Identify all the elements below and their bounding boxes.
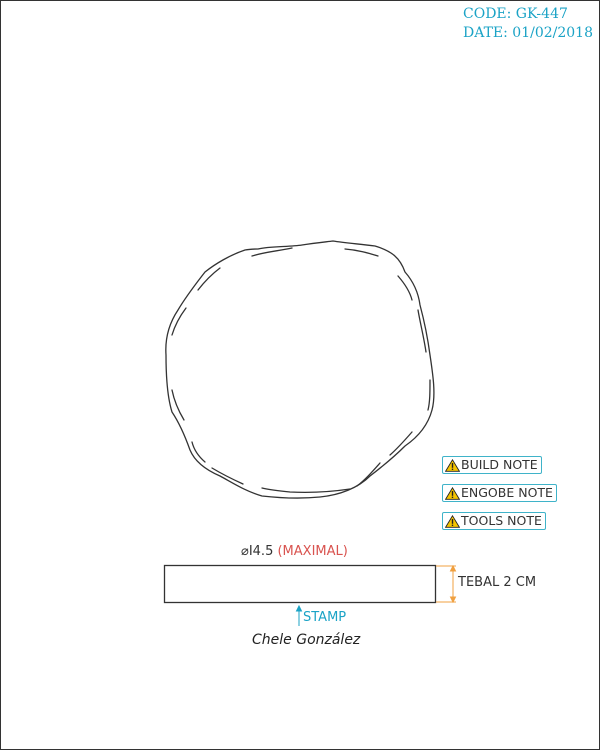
date-text: DATE: 01/02/2018 bbox=[463, 25, 593, 41]
plate-inner-edge-2 bbox=[344, 248, 379, 257]
diameter-dimension-label: ⌀I4.5 (MAXIMAL) bbox=[241, 544, 348, 559]
plate-inner-edge-6 bbox=[389, 431, 413, 456]
warning-icon bbox=[445, 514, 460, 528]
code-text: CODE: GK-447 bbox=[463, 6, 568, 22]
plate-inner-edge-7 bbox=[356, 462, 381, 487]
plate-inner-edge-10 bbox=[191, 441, 206, 463]
engobe-note-tag[interactable]: ENGOBE NOTE bbox=[442, 484, 557, 502]
engobe-note-label: ENGOBE NOTE bbox=[461, 485, 553, 500]
plate-inner-edge-12 bbox=[171, 307, 187, 336]
thickness-label: TEBAL 2 CM bbox=[458, 575, 537, 590]
stamp-leader bbox=[295, 604, 303, 626]
title-block: CODE: GK-447 DATE: 01/02/2018 bbox=[463, 5, 593, 43]
diameter-qualifier: (MAXIMAL) bbox=[277, 544, 348, 559]
thickness-arrow-bottom bbox=[449, 596, 457, 604]
designer-signature: Chele González bbox=[252, 632, 361, 648]
thickness-arrow-top bbox=[449, 564, 457, 572]
plate-outline bbox=[165, 240, 435, 499]
thickness-dimension bbox=[436, 564, 457, 604]
plate-inner-edge-13 bbox=[197, 267, 221, 291]
warning-icon bbox=[445, 458, 460, 472]
plate-side-view bbox=[163, 564, 437, 604]
warning-icon bbox=[445, 486, 460, 500]
plate-inner-edge-5 bbox=[427, 379, 431, 411]
tools-note-tag[interactable]: TOOLS NOTE bbox=[442, 512, 546, 530]
stamp-label: STAMP bbox=[303, 610, 347, 625]
plate-inner-edge-4 bbox=[417, 309, 427, 353]
stamp-arrow-head bbox=[295, 604, 303, 612]
plate-inner-edge-9 bbox=[211, 467, 244, 485]
build-note-tag[interactable]: BUILD NOTE bbox=[442, 456, 542, 474]
plate-inner-edge-3 bbox=[397, 275, 413, 301]
plate-inner-edge-11 bbox=[171, 389, 185, 421]
build-note-label: BUILD NOTE bbox=[461, 457, 538, 472]
plate-inner-edge-1 bbox=[251, 247, 293, 257]
diameter-value: ⌀I4.5 bbox=[241, 544, 274, 559]
plate-inner-edge-8 bbox=[261, 487, 351, 494]
plate-top-view bbox=[165, 240, 435, 499]
tools-note-label: TOOLS NOTE bbox=[461, 513, 542, 528]
